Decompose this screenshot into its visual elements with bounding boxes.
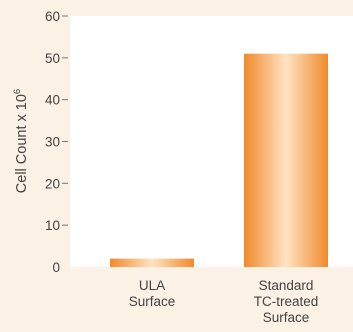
x-category-label-line: Surface	[263, 310, 310, 325]
x-category-label: ULA Surface	[129, 278, 176, 309]
y-tick-label: 0	[52, 260, 60, 275]
y-axis: 0 10 20 30 40 50 60	[45, 9, 68, 275]
y-axis-title-exponent: 6	[12, 89, 23, 94]
x-category-label-line: Surface	[129, 294, 176, 309]
y-tick-label: 10	[45, 218, 60, 233]
y-axis-title: Cell Count x 106	[12, 89, 30, 193]
bar	[110, 258, 194, 267]
y-tick-label: 60	[45, 9, 60, 24]
y-tick-label: 50	[45, 51, 60, 66]
bars	[110, 53, 328, 268]
y-tick-label: 40	[45, 93, 60, 108]
x-category-label-line: ULA	[139, 278, 165, 293]
bar	[244, 53, 328, 268]
y-tick-label: 30	[45, 135, 60, 150]
x-category-label-line: TC-treated	[254, 294, 319, 309]
y-axis-title-text: Cell Count x 10	[14, 94, 30, 193]
y-tick-label: 20	[45, 176, 60, 191]
x-category-label: Standard TC-treated Surface	[254, 278, 319, 325]
x-category-label-line: Standard	[259, 278, 314, 293]
